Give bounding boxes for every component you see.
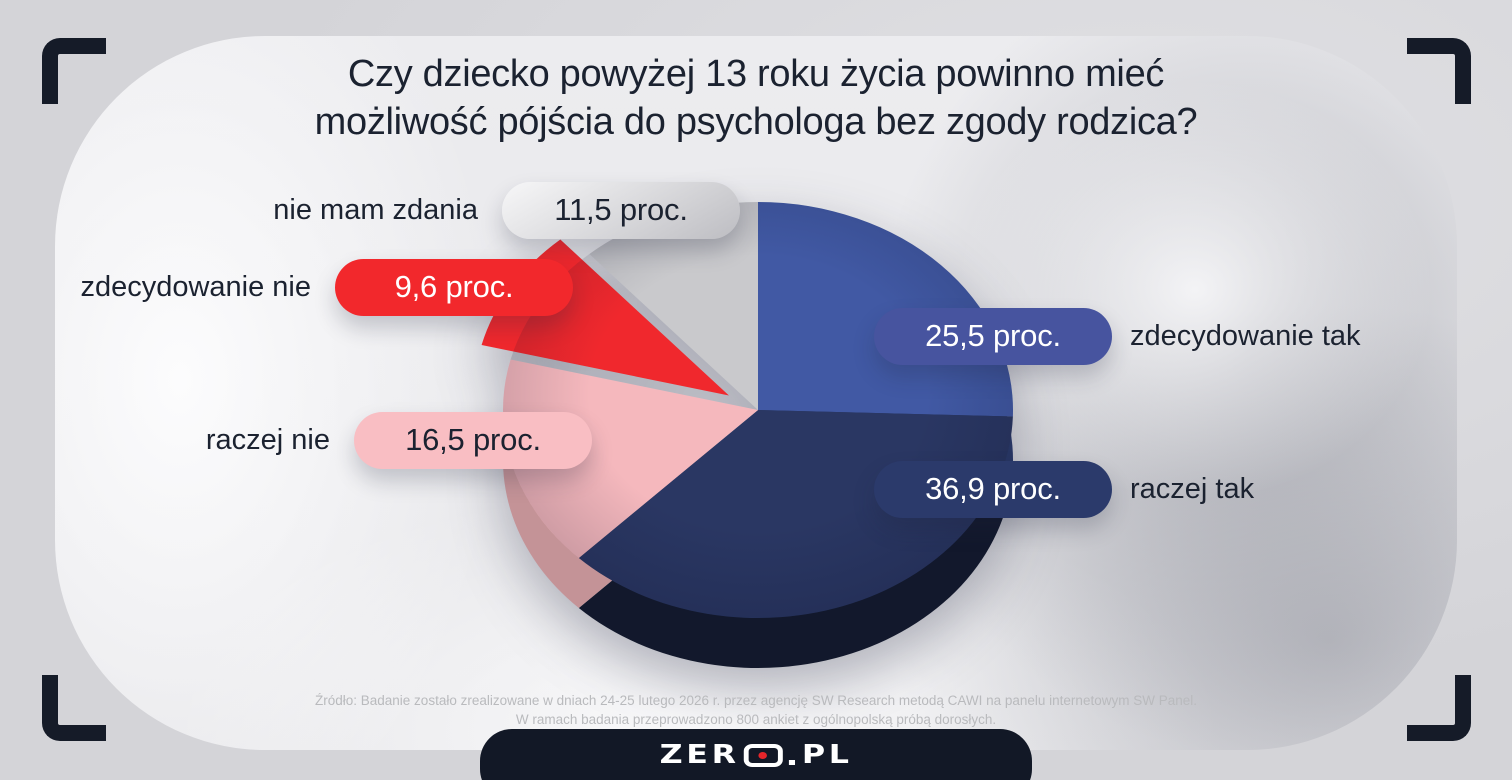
callout-zdecydowanie-nie: zdecydowanie nie 9,6 proc.	[0, 258, 573, 316]
title-line-1: Czy dziecko powyżej 13 roku życia powinn…	[347, 53, 1165, 95]
title-line-2: możliwość pójścia do psychologa bez zgod…	[314, 101, 1198, 143]
page-title: Czy dziecko powyżej 13 roku życia powinn…	[0, 50, 1512, 146]
logo-red-dot-icon	[758, 751, 767, 759]
callout-raczej-nie: raczej nie 16,5 proc.	[0, 411, 592, 469]
source-line-1: Źródło: Badanie zostało zrealizowane w d…	[315, 693, 1197, 708]
logo-text-pl: PL	[801, 740, 853, 770]
callout-label: raczej nie	[205, 423, 330, 456]
value-pill-navy: 36,9 proc.	[874, 460, 1112, 518]
callout-zdecydowanie-tak: 25,5 proc. zdecydowanie tak	[874, 307, 1361, 365]
callout-label: raczej tak	[1130, 472, 1255, 505]
source-line-2: W ramach badania przeprowadzono 800 anki…	[515, 712, 997, 727]
pie-shading-overlay	[503, 202, 1013, 618]
corner-bracket-bottom-left	[42, 675, 106, 741]
callout-raczej-tak: 36,9 proc. raczej tak	[874, 460, 1254, 518]
zero-pl-logo: ZER PL	[659, 740, 853, 770]
logo-period-icon	[788, 760, 795, 765]
value-pill-pink: 16,5 proc.	[354, 411, 592, 469]
corner-bracket-top-left	[42, 38, 106, 104]
source-note: Źródło: Badanie zostało zrealizowane w d…	[0, 691, 1512, 729]
corner-bracket-top-right	[1407, 38, 1471, 104]
callout-nie-mam-zdania: nie mam zdania 11,5 proc.	[0, 181, 740, 239]
callout-label: zdecydowanie tak	[1130, 319, 1361, 352]
value-pill-gray: 11,5 proc.	[502, 181, 740, 239]
corner-bracket-bottom-right	[1407, 675, 1471, 741]
callout-label: zdecydowanie nie	[80, 270, 311, 303]
logo-text-zer: ZER	[659, 740, 740, 770]
value-pill-blue: 25,5 proc.	[874, 307, 1112, 365]
logo-letter-o	[743, 743, 783, 767]
brand-bar: ZER PL	[480, 729, 1032, 780]
callout-label: nie mam zdania	[273, 193, 478, 226]
value-pill-red: 9,6 proc.	[335, 258, 573, 316]
